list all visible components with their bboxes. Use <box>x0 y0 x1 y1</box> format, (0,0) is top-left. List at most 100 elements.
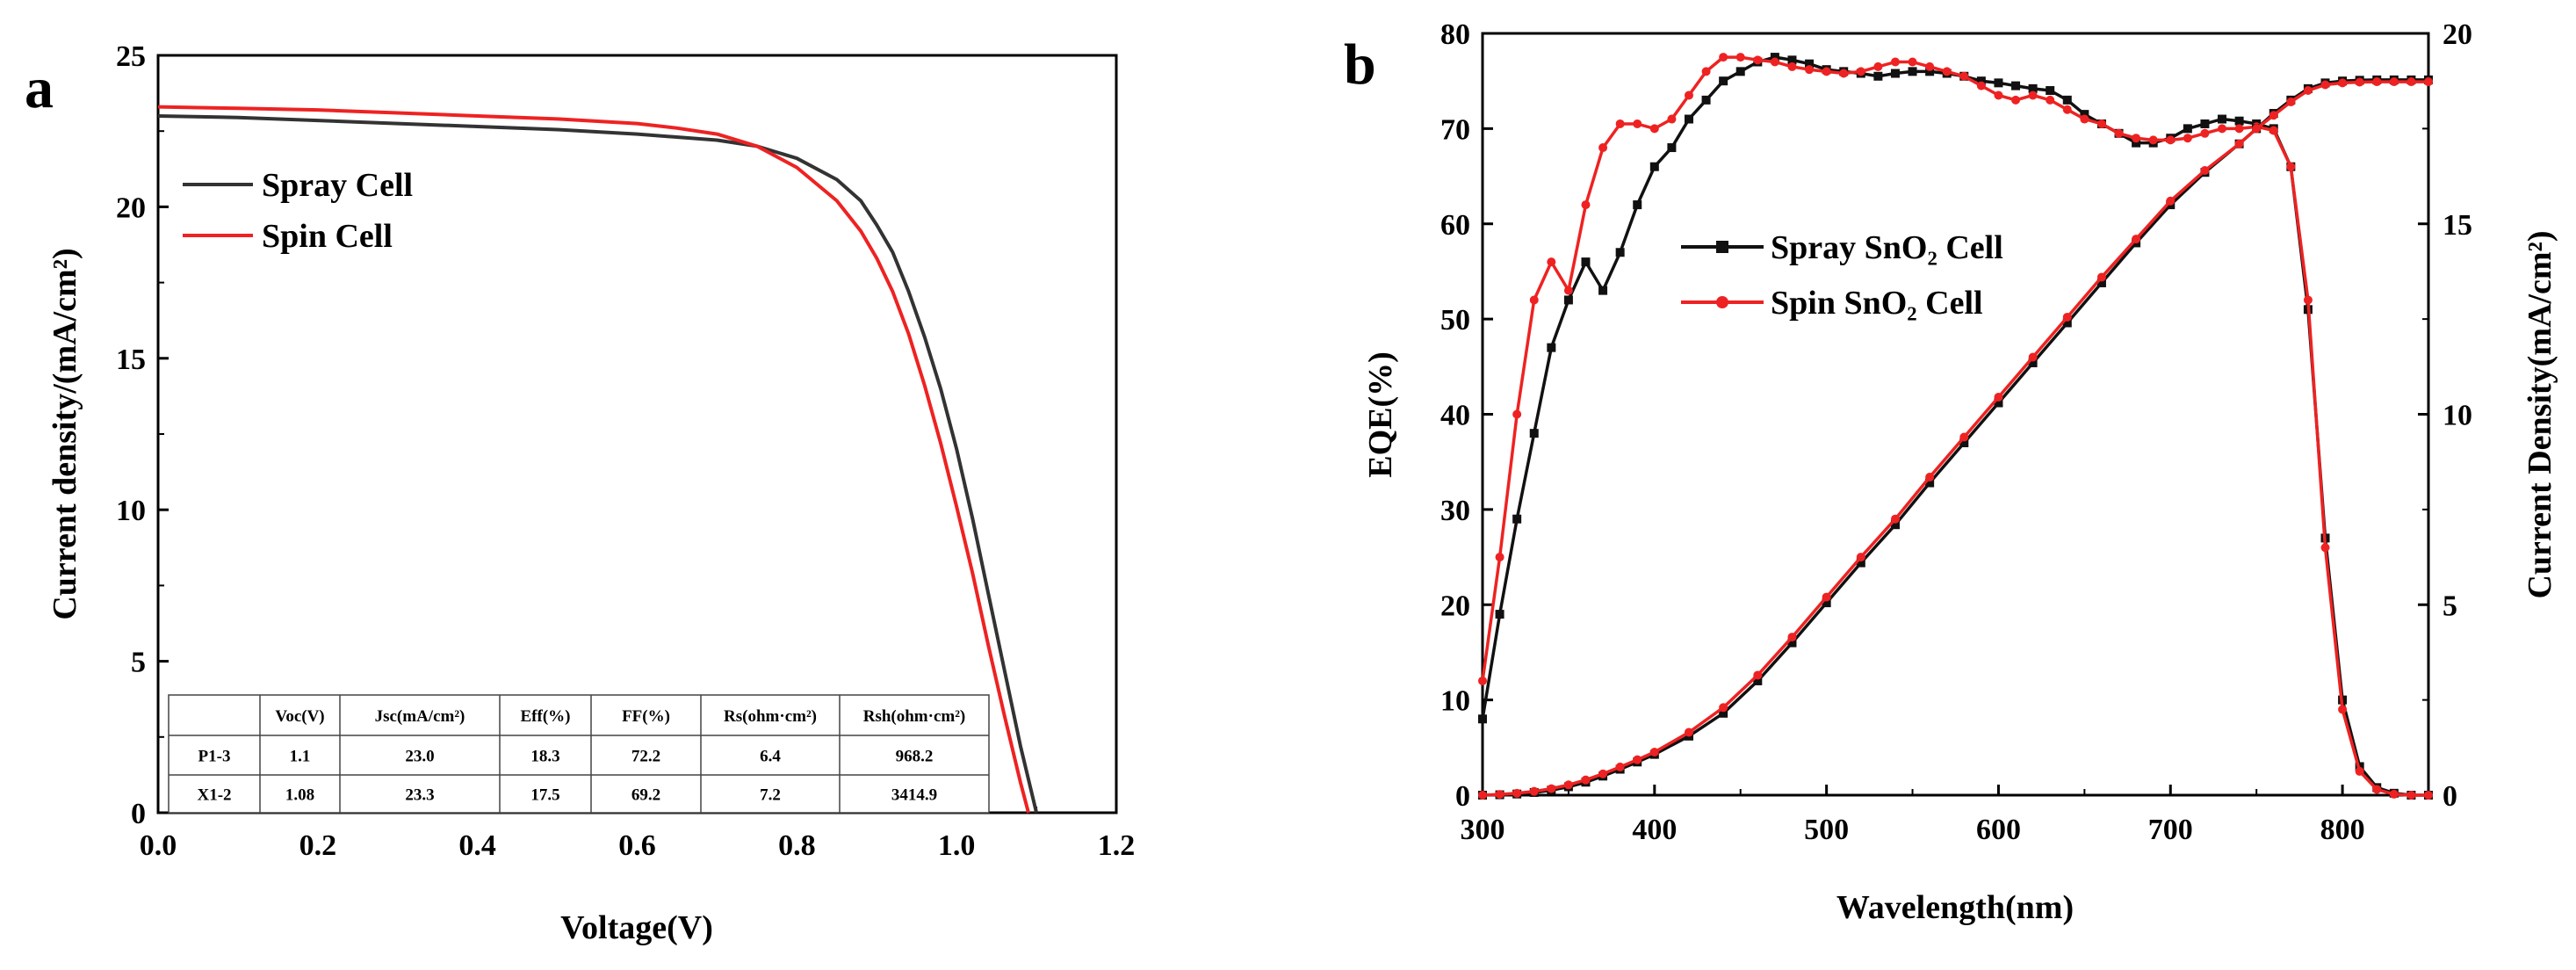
point-eqe-spin <box>1512 409 1522 419</box>
point-eqe-spray <box>2218 114 2227 124</box>
point-eqe-spray <box>2046 86 2055 96</box>
x-tick-label-b: 300 <box>1461 814 1505 846</box>
y-tick-label-a: 0 <box>131 798 146 830</box>
point-eqe-spin <box>2338 705 2348 714</box>
point-jsc-spin <box>2096 272 2106 282</box>
point-eqe-spray <box>1908 67 1917 76</box>
point-jsc-spin <box>1787 633 1797 642</box>
point-jsc-spin <box>1598 769 1608 778</box>
x-tick-label-b: 700 <box>2148 814 2193 846</box>
point-jsc-spin <box>1512 788 1522 798</box>
point-eqe-spray <box>1890 69 1900 78</box>
point-eqe-spin <box>2389 789 2399 799</box>
x-tick-label-b: 800 <box>2320 814 2365 846</box>
point-eqe-spin <box>2166 135 2176 145</box>
x-tick-label-a: 1.2 <box>1098 829 1136 862</box>
point-eqe-spin <box>1890 57 1900 67</box>
point-jsc-spin <box>1684 728 1693 737</box>
point-jsc-spin <box>2389 77 2399 87</box>
point-jsc-spin <box>2269 111 2278 120</box>
table-cell: 17.5 <box>530 786 559 805</box>
y2-tick-label-b: 5 <box>2443 590 2457 622</box>
point-eqe-spin <box>1684 90 1693 100</box>
point-eqe-spin <box>1633 119 1642 128</box>
y-tick-label-b: 50 <box>1440 304 1470 337</box>
point-eqe-spin <box>1959 71 1969 81</box>
y-axis-label-b: EQE(%) <box>1362 351 1399 478</box>
point-eqe-spin <box>1598 143 1608 153</box>
y-axis-label-a: Current density/(mA/cm²) <box>47 248 83 619</box>
point-eqe-spin <box>2406 791 2416 800</box>
point-eqe-spin <box>1787 62 1797 71</box>
a-tick-labels: 0.0 0.2 0.4 0.6 0.8 1.0 1.2 0 5 10 15 20 25 <box>116 40 1135 862</box>
point-jsc-spin <box>1959 432 1969 442</box>
point-eqe-spin <box>1735 53 1745 62</box>
point-eqe-spin <box>1873 62 1883 71</box>
y-tick-label-b: 10 <box>1440 685 1470 718</box>
point-jsc-spray <box>2062 318 2072 328</box>
y-tick-label-b: 20 <box>1440 590 1470 622</box>
point-eqe-spin <box>1701 67 1711 76</box>
point-eqe-spray <box>1787 55 1797 65</box>
table-header-cell: Eff(%) <box>521 707 571 726</box>
point-jsc-spin <box>1649 748 1659 757</box>
panel-b: b 300 400 500 600 700 80001020304050607080051… <box>1344 18 2558 926</box>
point-jsc-spin <box>2424 77 2433 87</box>
point-jsc-spray <box>1787 638 1797 648</box>
table-cell: 18.3 <box>530 748 559 766</box>
point-eqe-spin <box>2269 126 2278 135</box>
point-eqe-spin <box>1667 114 1677 124</box>
y2-tick-label-b: 20 <box>2443 18 2472 51</box>
point-eqe-spray <box>2200 119 2210 128</box>
x-tick-label-a: 0.0 <box>140 829 177 862</box>
point-jsc-spray <box>1994 398 2003 408</box>
legend-a: Spray Cell Spin Cell <box>183 167 413 255</box>
series-line-jsc-spray <box>1482 78 2428 797</box>
point-eqe-spin <box>1495 553 1504 562</box>
y-tick-label-b: 40 <box>1440 400 1470 432</box>
table-cell: 968.2 <box>896 748 934 766</box>
point-eqe-spin <box>1839 69 1849 78</box>
y2-axis-label-b: Current Density(mA/cm²) <box>2522 230 2558 598</box>
table-header-cell: Rsh(ohm·cm²) <box>863 707 966 726</box>
table-cell: 6.4 <box>760 748 781 766</box>
point-eqe-spin <box>1753 55 1763 65</box>
legend-label-spin-sno2: Spin SnO₂ Cell <box>1771 285 1983 322</box>
point-eqe-spin <box>2320 543 2330 553</box>
point-eqe-spin <box>2234 124 2244 134</box>
y2-tick-label-b: 10 <box>2443 400 2472 432</box>
point-jsc-spray <box>1856 558 1865 568</box>
table-cell: 72.2 <box>631 748 660 766</box>
point-jsc-spin <box>2303 86 2313 96</box>
point-eqe-spin <box>1822 67 1831 76</box>
point-eqe-spin <box>2114 128 2124 138</box>
point-jsc-spin <box>1495 790 1504 800</box>
point-eqe-spray <box>1581 257 1591 267</box>
legend-marker-circle <box>1716 296 1728 308</box>
point-jsc-spin <box>1615 762 1625 771</box>
point-eqe-spray <box>1563 295 1573 305</box>
point-eqe-spray <box>1719 76 1728 86</box>
point-eqe-spray <box>1633 200 1642 210</box>
x-tick-label-b: 400 <box>1632 814 1677 846</box>
point-jsc-spray <box>2028 358 2038 367</box>
point-jsc-spin <box>2166 196 2176 206</box>
point-eqe-spin <box>1805 65 1815 75</box>
point-eqe-spin <box>1581 200 1591 210</box>
point-eqe-spray <box>1598 286 1608 295</box>
point-jsc-spin <box>2234 139 2244 148</box>
point-jsc-spin <box>1925 473 1935 482</box>
point-eqe-spin <box>2200 128 2210 138</box>
point-eqe-spin <box>2286 162 2296 171</box>
point-eqe-spray <box>1925 67 1935 76</box>
point-jsc-spin <box>1581 775 1591 785</box>
point-jsc-spin <box>2286 98 2296 107</box>
point-eqe-spin <box>2148 135 2158 145</box>
y-tick-label-a: 10 <box>116 495 146 527</box>
series-line-jsc-spin <box>1482 80 2428 797</box>
a-series <box>157 105 1039 814</box>
x-axis-label-a: Voltage(V) <box>560 909 713 946</box>
point-jsc-spin <box>1529 786 1539 796</box>
panel-a-label: a <box>25 56 54 120</box>
point-eqe-spray <box>2183 124 2192 134</box>
